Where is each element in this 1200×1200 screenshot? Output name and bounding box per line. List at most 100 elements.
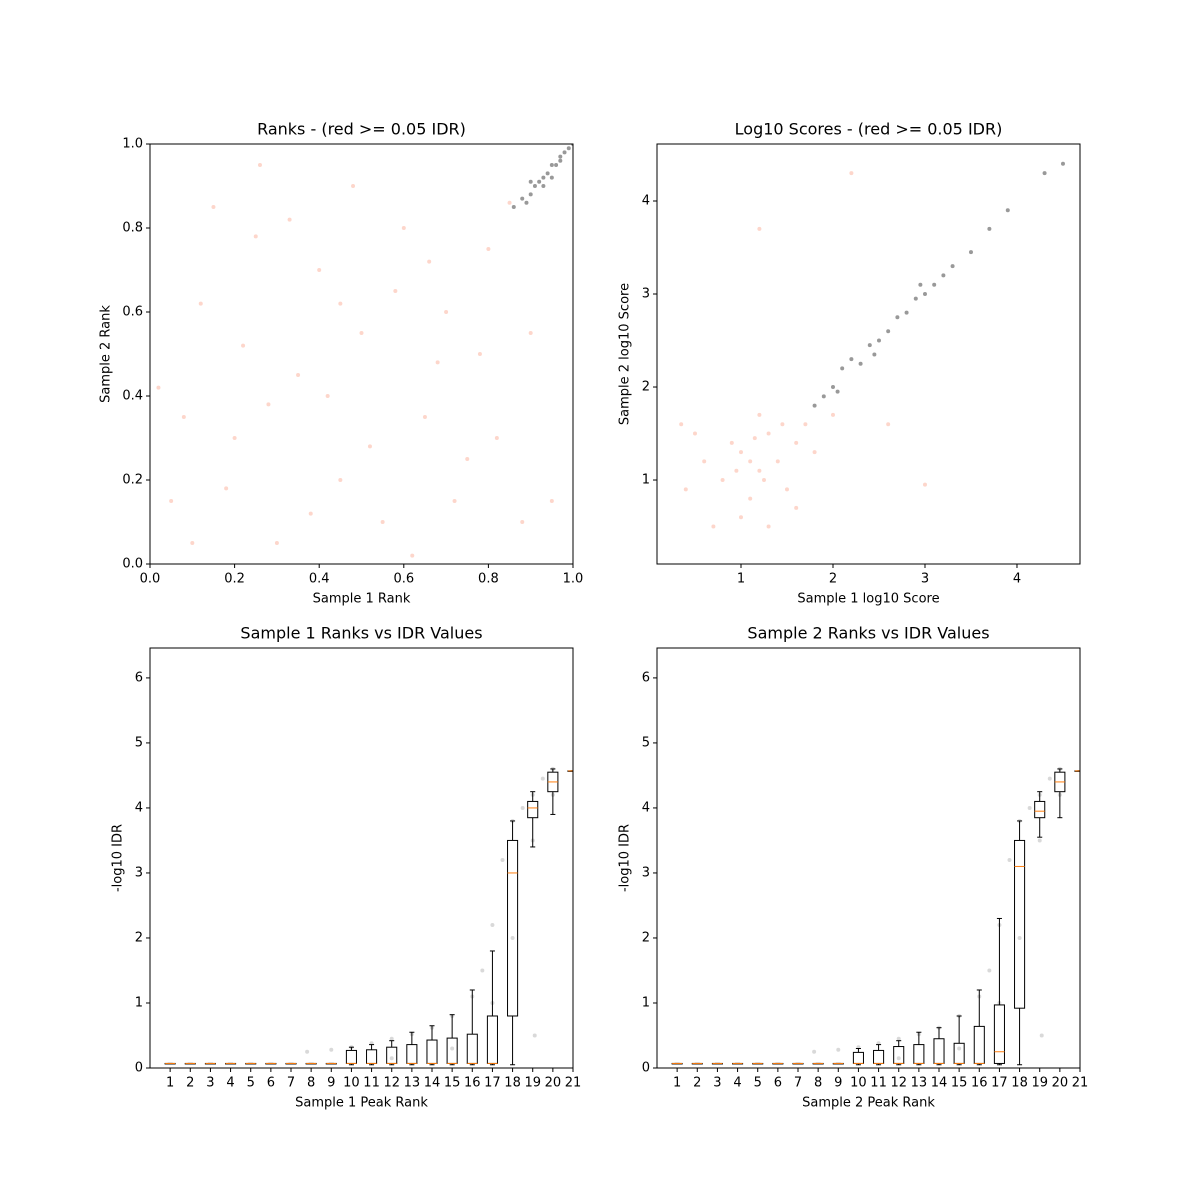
point <box>253 234 258 239</box>
x-tick-label: 0.4 <box>309 572 330 587</box>
point <box>494 436 499 440</box>
point <box>367 444 372 449</box>
point <box>757 468 762 473</box>
x-tick-label: 21 <box>565 1076 582 1091</box>
point <box>1007 857 1012 862</box>
point <box>757 412 762 417</box>
y-tick-label: 5 <box>642 735 650 750</box>
x-tick-label: 4 <box>1013 572 1021 587</box>
y-tick-label: 0.0 <box>122 557 143 572</box>
x-tick-label: 17 <box>484 1076 501 1091</box>
point <box>922 292 927 297</box>
point <box>858 361 863 366</box>
point <box>738 515 743 520</box>
point <box>766 431 771 436</box>
x-tick-label: 14 <box>424 1076 441 1091</box>
point <box>511 205 516 209</box>
subplot: Ranks - (red >= 0.05 IDR) Sample 1 Rank Sa… <box>99 120 584 607</box>
point <box>452 499 457 503</box>
x-tick-label: 5 <box>247 1076 255 1091</box>
point <box>757 226 762 231</box>
point <box>821 394 826 399</box>
x-tick-label: 18 <box>1011 1076 1028 1091</box>
y-tick-label: 6 <box>135 670 143 685</box>
y-tick-label: 2 <box>642 380 650 395</box>
point <box>957 1046 962 1051</box>
point <box>541 184 546 188</box>
box <box>406 1044 418 1064</box>
subplot-title: Sample 2 Ranks vs IDR Values <box>747 624 989 643</box>
point <box>803 422 808 427</box>
point <box>480 968 485 973</box>
axes-frame <box>656 143 1081 565</box>
point <box>849 357 854 362</box>
point <box>679 422 684 427</box>
x-tick-label: 1 <box>166 1076 174 1091</box>
point <box>812 403 817 408</box>
box <box>852 1051 864 1064</box>
x-tick-label: 21 <box>1072 1076 1089 1091</box>
point <box>554 163 559 167</box>
point <box>711 524 716 529</box>
y-tick-label: 0.4 <box>122 389 143 404</box>
x-tick-label: 10 <box>343 1076 360 1091</box>
x-tick-label: 0.0 <box>140 572 161 587</box>
point <box>886 422 891 427</box>
box <box>366 1049 378 1064</box>
x-tick-label: 16 <box>464 1076 481 1091</box>
point <box>950 264 955 269</box>
box <box>345 1049 357 1064</box>
plot-area <box>164 766 573 1066</box>
point <box>830 385 835 390</box>
point <box>830 412 835 417</box>
y-tick-label: 2 <box>642 930 650 945</box>
point <box>748 496 753 501</box>
point <box>532 184 537 188</box>
x-tick-label: 15 <box>951 1076 968 1091</box>
point <box>766 524 771 529</box>
x-tick-label: 4 <box>733 1076 741 1091</box>
point <box>380 520 385 524</box>
point <box>181 415 186 419</box>
y-tick-label: 4 <box>135 800 143 815</box>
point <box>1042 171 1047 176</box>
box <box>1014 839 1026 1009</box>
y-tick-label: 3 <box>135 865 143 880</box>
box <box>466 1033 478 1064</box>
point <box>296 373 301 377</box>
x-tick-label: 18 <box>504 1076 521 1091</box>
point <box>549 163 554 167</box>
x-tick-label: 13 <box>404 1076 421 1091</box>
point <box>734 468 739 473</box>
y-tick-label: 3 <box>642 865 650 880</box>
point <box>427 259 432 264</box>
point <box>1037 838 1042 843</box>
point <box>528 331 533 335</box>
point <box>444 310 449 314</box>
point <box>266 402 271 407</box>
x-tick-label: 3 <box>713 1076 721 1091</box>
x-tick-label: 7 <box>287 1076 295 1091</box>
point <box>537 179 542 184</box>
y-tick-label: 1.0 <box>122 137 143 152</box>
x-axis-label: Sample 1 Rank <box>313 592 411 607</box>
subplot: Sample 1 Ranks vs IDR Values Sample 1 Pea… <box>111 624 582 1111</box>
point <box>836 1047 841 1052</box>
point <box>325 394 330 398</box>
point <box>849 171 854 176</box>
point <box>1060 161 1065 166</box>
x-tick-label: 5 <box>754 1076 762 1091</box>
point <box>435 360 440 365</box>
axes-frame <box>149 143 574 565</box>
point <box>922 482 927 487</box>
box <box>1034 800 1046 819</box>
x-tick-label: 3 <box>206 1076 214 1091</box>
x-tick-label: 15 <box>444 1076 461 1091</box>
box <box>527 800 539 819</box>
point <box>752 436 757 441</box>
point <box>329 1047 334 1052</box>
subplot-title: Ranks - (red >= 0.05 IDR) <box>257 120 466 139</box>
point <box>528 192 533 197</box>
x-tick-label: 1 <box>673 1076 681 1091</box>
